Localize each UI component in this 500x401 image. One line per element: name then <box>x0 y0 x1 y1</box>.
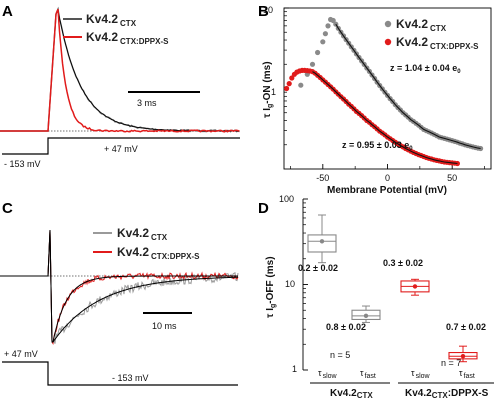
panel-b-point-1-2 <box>289 75 295 81</box>
panel-b-annotation-dppx: z = 0.95 ± 0.03 e0 <box>342 140 413 152</box>
panel-b-ytick-10: 10 <box>263 5 273 15</box>
panel-b-legend-ctx: Kv4.2 CTX <box>396 17 447 33</box>
panel-b-label: B <box>258 3 269 20</box>
panel-a-legend-dppx: Kv4.2 CTX:DPPX-S <box>86 30 169 46</box>
panel-d-box-label-1: 0.2 ± 0.02 <box>298 263 338 273</box>
panel-d: D 100 10 1 τ Ig-OFF (ms) 0.2 ± 0.02 0.8 … <box>258 194 494 400</box>
panel-b-legend-marker-ctx <box>384 20 392 28</box>
panel-d-cat-1: τslow <box>318 368 338 380</box>
panel-d-mean-3 <box>460 354 466 359</box>
panel-b-point-1-0 <box>284 85 290 92</box>
panel-d-ytick-1: 1 <box>292 364 297 374</box>
panel-c-step-before: + 47 mV <box>4 349 38 359</box>
panel-d-n-ctx: n = 5 <box>330 350 350 360</box>
panel-d-cat-2: τfast <box>360 368 376 380</box>
panel-d-ylabel: τ Ig-OFF (ms) <box>265 256 277 318</box>
panel-c: C Kv4.2 CTX Kv4.2 CTX:DPPX-S 10 ms + 47 mV… <box>0 200 239 386</box>
panel-b-ylabel: τ Ig-ON (ms) <box>262 61 274 118</box>
panel-d-mean-1 <box>363 313 369 319</box>
panel-c-fit-ctx <box>0 229 239 343</box>
panel-a-scalebar-label: 3 ms <box>137 98 157 108</box>
panel-d-n-dppx: n = 7 <box>441 358 461 368</box>
panel-b-point-1-1 <box>286 81 292 87</box>
panel-d-cat-3: τslow <box>411 368 431 380</box>
panel-d-cat-4: τfast <box>459 368 475 380</box>
panel-b-ticks <box>284 7 485 169</box>
panel-c-voltage-step <box>2 361 238 386</box>
panel-b-xlabel: Membrane Potential (mV) <box>327 185 447 196</box>
panel-d-ytick-10: 10 <box>285 279 295 289</box>
panel-d-box-label-3: 0.3 ± 0.02 <box>383 258 423 268</box>
panel-b-fit-ctx <box>335 23 481 150</box>
panel-b-point-0-0 <box>298 82 304 88</box>
panel-b-point-0-8 <box>330 17 336 24</box>
panel-c-step-after: - 153 mV <box>112 373 149 383</box>
panel-c-legend-dppx: Kv4.2 CTX:DPPX-S <box>117 245 200 261</box>
panel-a: A Kv4.2 CTX Kv4.2 CTX:DPPX-S 3 ms - 153 mV… <box>0 3 240 169</box>
panel-d-group-ctx: Kv4.2CTX <box>330 388 373 400</box>
panel-b: B 10 1 -50 0 50 Membrane Potential (mV) … <box>258 3 492 196</box>
panel-d-box-label-2: 0.8 ± 0.02 <box>326 322 366 332</box>
panel-b-point-0-3 <box>315 49 321 56</box>
panel-d-label: D <box>258 200 269 217</box>
panel-d-group-dppx: Kv4.2CTX:DPPX-S <box>405 388 489 400</box>
panel-a-legend-ctx: Kv4.2 CTX <box>86 12 137 28</box>
panel-b-point-0-4 <box>320 39 326 45</box>
panel-b-legend-dppx: Kv4.2 CTX:DPPX-S <box>396 35 479 51</box>
panel-a-trace-dppx <box>0 8 240 133</box>
panel-b-point-0-5 <box>322 31 328 37</box>
panel-b-fit-dppx <box>312 71 458 165</box>
panel-b-ytick-1: 1 <box>271 87 276 97</box>
panel-b-point-0-2 <box>309 61 316 67</box>
panel-b-xtick-50: 50 <box>447 173 457 183</box>
panel-b-xtick-minus50: -50 <box>316 173 329 183</box>
panel-a-voltage-step <box>2 137 240 155</box>
panel-c-fit-dppx <box>0 229 238 343</box>
panel-b-point-0-6 <box>325 23 331 29</box>
panel-c-scalebar-label: 10 ms <box>152 321 177 331</box>
panel-c-legend-ctx: Kv4.2 CTX <box>117 226 168 242</box>
panel-b-annotation-ctx: z = 1.04 ± 0.04 e0 <box>390 63 461 75</box>
panel-d-ticks <box>303 198 308 371</box>
panel-a-step-before: - 153 mV <box>4 159 41 169</box>
panel-d-mean-0 <box>319 239 325 244</box>
panel-d-mean-2 <box>412 284 418 289</box>
panel-d-ytick-100: 100 <box>279 194 294 204</box>
panel-a-fit-ctx <box>0 8 240 132</box>
panel-d-boxes <box>307 214 478 363</box>
panel-c-label: C <box>2 200 13 217</box>
panel-d-box-label-4: 0.7 ± 0.02 <box>446 322 486 332</box>
panel-b-legend-marker-dppx <box>384 38 392 46</box>
panel-b-xtick-0: 0 <box>385 173 390 183</box>
panel-a-step-after: + 47 mV <box>104 144 138 154</box>
panel-a-label: A <box>2 3 13 20</box>
